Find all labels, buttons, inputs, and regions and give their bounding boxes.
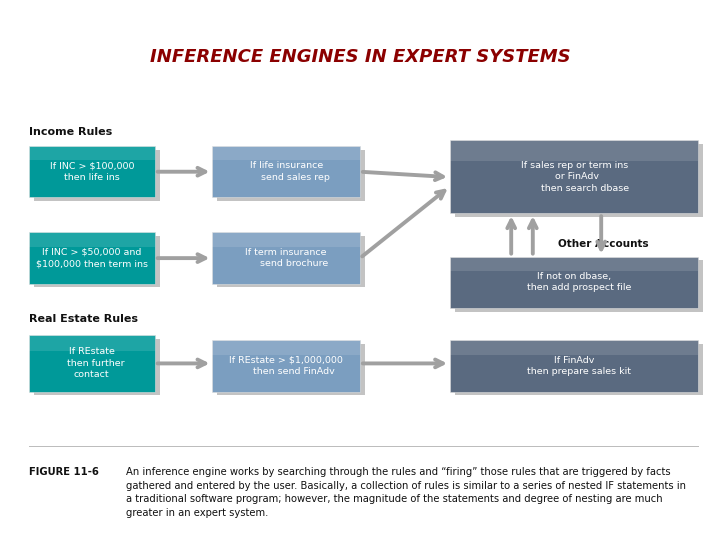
FancyBboxPatch shape (217, 236, 365, 287)
Text: INFERENCE ENGINES IN EXPERT SYSTEMS: INFERENCE ENGINES IN EXPERT SYSTEMS (150, 48, 570, 66)
Text: If REstate
   then further
contact: If REstate then further contact (58, 347, 125, 379)
Text: FIGURE 11-6: FIGURE 11-6 (29, 467, 99, 477)
FancyBboxPatch shape (450, 256, 698, 271)
FancyBboxPatch shape (212, 146, 360, 160)
Text: Real Estate Rules: Real Estate Rules (29, 314, 138, 323)
FancyBboxPatch shape (29, 335, 155, 350)
Text: Other Accounts: Other Accounts (558, 239, 649, 249)
Text: If not on dbase,
   then add prospect file: If not on dbase, then add prospect file (518, 272, 631, 292)
FancyBboxPatch shape (29, 232, 155, 284)
FancyBboxPatch shape (455, 344, 703, 395)
FancyBboxPatch shape (455, 260, 703, 312)
FancyBboxPatch shape (212, 232, 360, 284)
FancyBboxPatch shape (212, 232, 360, 247)
FancyBboxPatch shape (34, 236, 160, 287)
FancyBboxPatch shape (217, 150, 365, 201)
FancyBboxPatch shape (450, 340, 698, 392)
FancyBboxPatch shape (29, 335, 155, 392)
FancyBboxPatch shape (212, 340, 360, 392)
Text: If REstate > $1,000,000
     then send FinAdv: If REstate > $1,000,000 then send FinAdv (229, 356, 343, 376)
FancyBboxPatch shape (29, 232, 155, 247)
Text: Income Rules: Income Rules (29, 127, 112, 137)
Text: If sales rep or term ins
  or FinAdv
       then search dbase: If sales rep or term ins or FinAdv then … (520, 161, 629, 193)
Text: If FinAdv
   then prepare sales kit: If FinAdv then prepare sales kit (518, 356, 631, 376)
FancyBboxPatch shape (212, 340, 360, 355)
FancyBboxPatch shape (450, 140, 698, 213)
Text: If term insurance
     send brochure: If term insurance send brochure (245, 248, 328, 268)
FancyBboxPatch shape (34, 339, 160, 395)
Text: If INC > $50,000 and
$100,000 then term ins: If INC > $50,000 and $100,000 then term … (36, 248, 148, 268)
FancyBboxPatch shape (217, 344, 365, 395)
Text: An inference engine works by searching through the rules and “firing” those rule: An inference engine works by searching t… (126, 467, 686, 518)
FancyBboxPatch shape (455, 144, 703, 217)
Text: If life insurance
      send sales rep: If life insurance send sales rep (243, 161, 330, 181)
FancyBboxPatch shape (212, 146, 360, 197)
FancyBboxPatch shape (34, 150, 160, 201)
FancyBboxPatch shape (450, 140, 698, 161)
FancyBboxPatch shape (29, 146, 155, 160)
FancyBboxPatch shape (450, 340, 698, 355)
FancyBboxPatch shape (450, 256, 698, 308)
Text: If INC > $100,000
then life ins: If INC > $100,000 then life ins (50, 161, 134, 181)
FancyBboxPatch shape (29, 146, 155, 197)
